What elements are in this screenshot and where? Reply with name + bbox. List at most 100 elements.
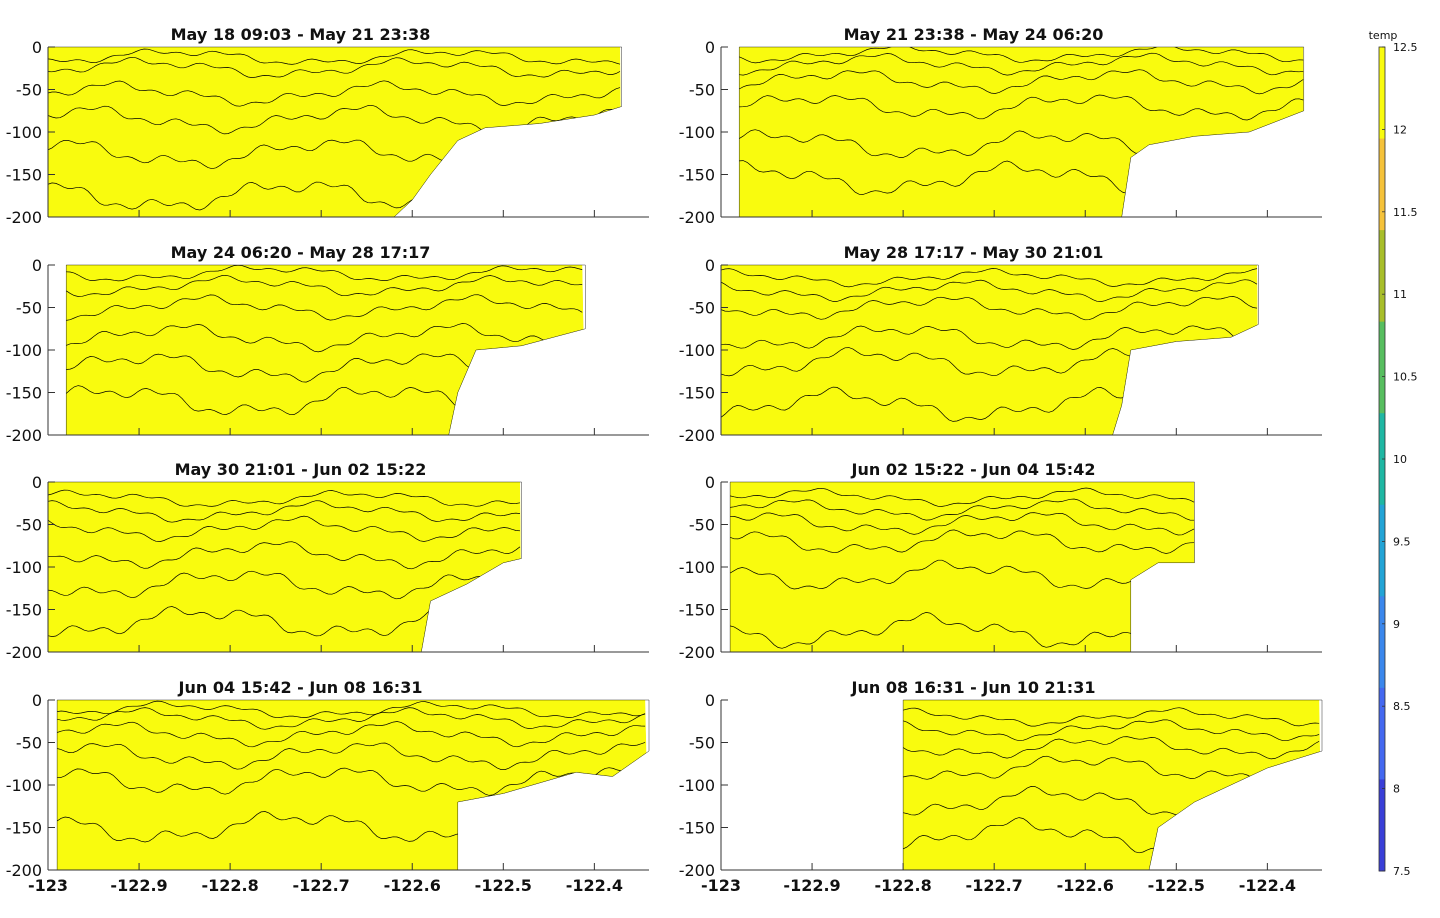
contour-line-6 xyxy=(730,612,1195,649)
contour-line-1 xyxy=(739,47,1304,64)
x-tick-label: -122.7 xyxy=(293,876,350,895)
y-tick-label: -100 xyxy=(679,123,715,142)
y-tick-label: 0 xyxy=(32,691,42,710)
y-tick-label: -100 xyxy=(6,341,42,360)
colorbar-segment xyxy=(1379,687,1385,780)
y-tick-label: -200 xyxy=(6,208,42,227)
colorbar-segment xyxy=(1379,138,1385,231)
y-tick-label: -200 xyxy=(679,643,715,662)
y-tick-label: -150 xyxy=(6,601,42,620)
panel-title: Jun 04 15:42 - Jun 08 16:31 xyxy=(178,678,423,697)
panel-3-axes: 0 -50 -100 -150 -200 xyxy=(6,256,649,445)
panel-3-bands xyxy=(66,265,586,435)
colorbar-segment xyxy=(1379,779,1385,872)
panel-title: May 18 09:03 - May 21 23:38 xyxy=(171,25,431,44)
y-tick-label: -150 xyxy=(6,819,42,838)
contour-line-1 xyxy=(721,268,1258,288)
panel-6-bands xyxy=(730,482,1195,652)
y-tick-label: -50 xyxy=(16,81,42,100)
x-tick-label: -122.4 xyxy=(566,876,623,895)
panel-6: 0 -50 -100 -150 -200 Jun 02 15:22 - Jun 04 15… xyxy=(679,460,1322,662)
panel-2-bands xyxy=(739,47,1304,217)
panel-7-bands xyxy=(57,700,649,870)
y-tick-label: -50 xyxy=(16,299,42,318)
y-tick-label: -100 xyxy=(6,123,42,142)
panel-8-axes: 0 -50 -100 -150 -200-123 -122.9 -122.8 -122.7 -1… xyxy=(679,691,1322,895)
y-tick-label: 0 xyxy=(32,473,42,492)
colorbar-tick-label: 12.5 xyxy=(1393,41,1418,54)
contour-line-2 xyxy=(739,52,1304,76)
y-tick-label: -100 xyxy=(6,776,42,795)
panel-3: 0 -50 -100 -150 -200 May 24 06:20 - May 28 17… xyxy=(6,243,649,445)
y-tick-label: 0 xyxy=(705,691,715,710)
contour-line-3 xyxy=(721,296,1258,321)
panels-group: 0 -50 -100 -150 -200 May 18 09:03 - May 21 23… xyxy=(6,25,1323,895)
x-tick-label: -122.6 xyxy=(384,876,441,895)
contour-band-1 xyxy=(903,700,1322,870)
contour-line-2 xyxy=(903,719,1320,742)
contour-line-3 xyxy=(57,721,646,748)
panel-8: 0 -50 -100 -150 -200-123 -122.9 -122.8 -122.7 -1… xyxy=(679,678,1323,895)
y-tick-label: 0 xyxy=(705,473,715,492)
colorbar-tick-label: 11.5 xyxy=(1393,206,1418,219)
y-tick-label: -200 xyxy=(679,426,715,445)
contour-line-4 xyxy=(66,323,583,353)
contour-line-5 xyxy=(57,767,646,796)
contour-line-3 xyxy=(739,69,1304,95)
y-tick-label: -100 xyxy=(679,776,715,795)
panel-8-bands xyxy=(903,700,1322,870)
y-tick-label: -150 xyxy=(679,166,715,185)
contour-line-2 xyxy=(48,56,621,78)
panel-5-axes: 0 -50 -100 -150 -200 xyxy=(6,473,649,662)
panel-1-bands xyxy=(48,47,622,217)
contour-line-2 xyxy=(48,500,521,523)
contour-line-4 xyxy=(48,541,521,570)
panel-title: May 24 06:20 - May 28 17:17 xyxy=(171,243,431,262)
y-tick-label: -50 xyxy=(689,299,715,318)
colorbar-tick-label: 7.5 xyxy=(1393,865,1411,878)
panel-1: 0 -50 -100 -150 -200 May 18 09:03 - May 21 23… xyxy=(6,25,649,227)
contour-line-3 xyxy=(730,512,1195,536)
contour-line-1 xyxy=(66,265,583,282)
y-tick-label: -200 xyxy=(6,426,42,445)
contour-line-3 xyxy=(903,736,1320,760)
contour-band-1 xyxy=(48,482,522,652)
x-tick-label: -122.5 xyxy=(1148,876,1205,895)
y-tick-label: -100 xyxy=(679,341,715,360)
y-tick-label: 0 xyxy=(32,38,42,57)
colorbar-tick-label: 10.5 xyxy=(1393,371,1418,384)
x-tick-label: -123 xyxy=(701,876,741,895)
y-tick-label: -150 xyxy=(679,819,715,838)
y-tick-label: -100 xyxy=(6,558,42,577)
contour-line-1 xyxy=(730,487,1195,507)
panel-4-axes: 0 -50 -100 -150 -200 xyxy=(679,256,1322,445)
y-tick-label: -50 xyxy=(689,516,715,535)
panel-title: Jun 02 15:22 - Jun 04 15:42 xyxy=(851,460,1096,479)
contour-line-4 xyxy=(739,94,1304,121)
contour-line-5 xyxy=(48,570,521,600)
colorbar-segment xyxy=(1379,596,1385,689)
colorbar-tick-label: 11 xyxy=(1393,288,1407,301)
x-tick-label: -122.6 xyxy=(1057,876,1114,895)
y-tick-label: 0 xyxy=(32,256,42,275)
y-tick-label: -150 xyxy=(6,166,42,185)
contour-line-4 xyxy=(721,325,1258,350)
panel-5: 0 -50 -100 -150 -200 May 30 21:01 - Jun 02 15… xyxy=(6,460,649,662)
colorbar-segment xyxy=(1379,230,1385,323)
contour-line-1 xyxy=(57,700,646,719)
contour-line-1 xyxy=(903,707,1320,727)
colorbar-segment xyxy=(1379,504,1385,597)
y-tick-label: -150 xyxy=(6,384,42,403)
contour-line-5 xyxy=(730,559,1195,590)
colorbar-segment xyxy=(1379,321,1385,414)
y-tick-label: -150 xyxy=(679,601,715,620)
panel-4: 0 -50 -100 -150 -200 May 28 17:17 - May 30 21… xyxy=(679,243,1322,445)
x-tick-label: -122.9 xyxy=(783,876,840,895)
colorbar-tick-label: 8 xyxy=(1393,783,1400,796)
contour-line-1 xyxy=(48,48,621,65)
panel-6-axes: 0 -50 -100 -150 -200 xyxy=(679,473,1322,662)
x-tick-label: -122.7 xyxy=(966,876,1023,895)
colorbar-tick-label: 9 xyxy=(1393,618,1400,631)
